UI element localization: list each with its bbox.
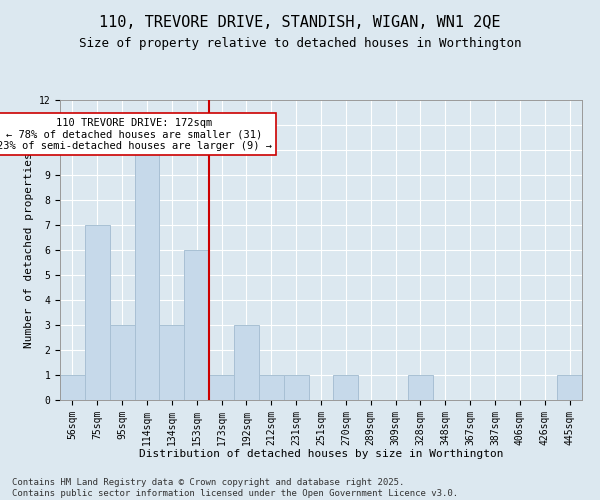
- Bar: [160, 325, 184, 400]
- Bar: [557, 375, 582, 400]
- Text: 110 TREVORE DRIVE: 172sqm
← 78% of detached houses are smaller (31)
23% of semi-: 110 TREVORE DRIVE: 172sqm ← 78% of detac…: [0, 118, 272, 150]
- Bar: [284, 375, 308, 400]
- Bar: [85, 225, 110, 400]
- Bar: [110, 325, 134, 400]
- Text: Size of property relative to detached houses in Worthington: Size of property relative to detached ho…: [79, 38, 521, 51]
- Bar: [259, 375, 284, 400]
- X-axis label: Distribution of detached houses by size in Worthington: Distribution of detached houses by size …: [139, 449, 503, 459]
- Y-axis label: Number of detached properties: Number of detached properties: [25, 152, 34, 348]
- Text: Contains HM Land Registry data © Crown copyright and database right 2025.
Contai: Contains HM Land Registry data © Crown c…: [12, 478, 458, 498]
- Text: 110, TREVORE DRIVE, STANDISH, WIGAN, WN1 2QE: 110, TREVORE DRIVE, STANDISH, WIGAN, WN1…: [99, 15, 501, 30]
- Bar: [234, 325, 259, 400]
- Bar: [134, 125, 160, 400]
- Bar: [408, 375, 433, 400]
- Bar: [60, 375, 85, 400]
- Bar: [209, 375, 234, 400]
- Bar: [334, 375, 358, 400]
- Bar: [184, 250, 209, 400]
